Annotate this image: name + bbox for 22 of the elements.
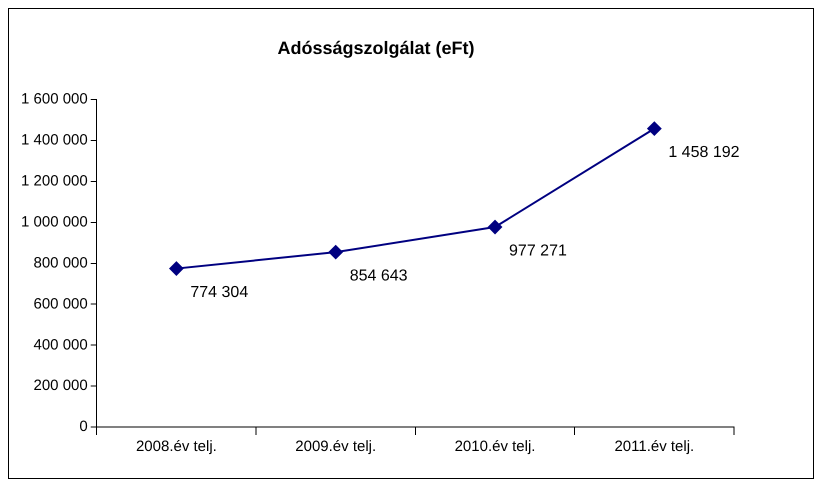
x-tick-label: 2011.év telj. [614, 438, 694, 456]
x-tick-label: 2009.év telj. [295, 438, 376, 456]
y-tick-label: 1 400 000 [20, 132, 88, 149]
data-label: 1 458 192 [668, 144, 740, 162]
chart-title: Adósságszolgálat (eFt) [277, 38, 475, 58]
data-label: 977 271 [509, 242, 567, 260]
point [647, 122, 662, 136]
y-tick-label: 600 000 [33, 295, 88, 312]
x-tick-label: 2008.év telj. [136, 438, 217, 456]
y-tick-label: 800 000 [33, 254, 88, 272]
y-tick-label: 0 [79, 418, 88, 436]
y-tick-label: 200 000 [33, 377, 88, 394]
point [488, 220, 502, 234]
point [169, 262, 184, 276]
x-tick-label: 2010.év telj. [454, 438, 536, 456]
y-tick-label: 1 200 000 [20, 172, 88, 190]
data-label: 854 643 [350, 268, 408, 285]
y-tick-label: 1 600 000 [20, 90, 88, 108]
y-tick-label: 400 000 [33, 336, 88, 354]
y-tick-label: 1 000 000 [20, 214, 88, 231]
data-label: 774 304 [190, 284, 248, 301]
point [328, 245, 343, 260]
